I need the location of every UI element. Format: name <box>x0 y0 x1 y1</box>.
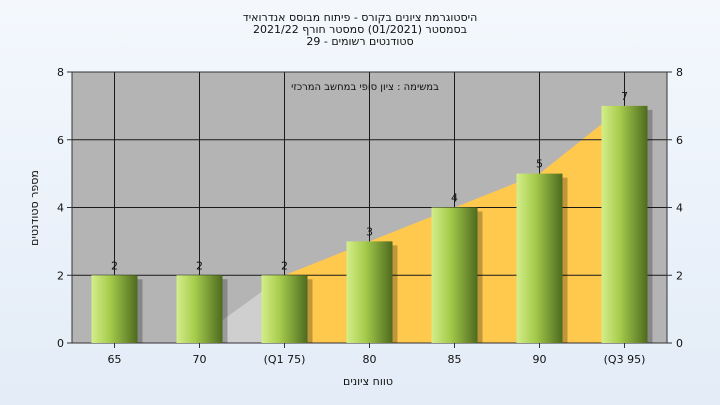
y-tick-label-right-4: 8 <box>676 66 683 79</box>
data-label-3: 3 <box>366 225 373 238</box>
x-axis-label: טווח ציונים <box>343 375 393 388</box>
bars <box>91 105 653 343</box>
chart-title-line-3: סטודנטים רשומים - 29 <box>306 35 414 48</box>
y-tick-label-left-3: 6 <box>57 134 64 147</box>
data-label-1: 2 <box>196 259 203 272</box>
data-label-4: 4 <box>451 192 458 205</box>
y-axis-label: מספר סטודנטים <box>28 170 41 246</box>
data-label-0: 2 <box>111 259 118 272</box>
chart-title-line-1: היסטוגרמת ציונים בקורס - פיתוח מבוסס אנד… <box>242 11 478 24</box>
bar-3 <box>346 241 393 343</box>
bar-1 <box>176 275 223 343</box>
x-tick-label-6: (Q3 95) <box>604 353 646 366</box>
bar-6 <box>601 105 648 343</box>
bar-5 <box>516 173 563 343</box>
axes: 0 0 2 2 4 4 6 6 8 8 65 70 (Q1 75) 80 85 90 (Q3 95) <box>57 66 683 366</box>
x-tick-label-3: 80 <box>363 353 377 366</box>
x-tick-label-1: 70 <box>193 353 207 366</box>
y-tick-label-left-4: 8 <box>57 66 64 79</box>
y-tick-label-right-2: 4 <box>676 202 683 215</box>
bar-4 <box>431 207 478 343</box>
y-tick-label-left-1: 2 <box>57 269 64 282</box>
data-label-6: 7 <box>621 90 628 103</box>
x-tick-label-4: 85 <box>448 353 462 366</box>
chart-title-line-2: בסמסטר (01/2021) סמסטר חורף 2021/22 <box>253 23 467 36</box>
y-tick-label-left-0: 0 <box>57 337 64 350</box>
data-label-2: 2 <box>281 259 288 272</box>
x-tick-label-2: (Q1 75) <box>264 353 306 366</box>
chart-annotation: במשימה : ציון סופי במחשב המרכזי <box>291 82 439 93</box>
x-tick-label-0: 65 <box>108 353 122 366</box>
x-tick-label-5: 90 <box>533 353 547 366</box>
data-labels: 2 2 2 3 4 5 7 <box>111 90 628 272</box>
y-tick-label-left-2: 4 <box>57 202 64 215</box>
bar-2 <box>261 275 308 343</box>
y-tick-label-right-0: 0 <box>676 337 683 350</box>
data-label-5: 5 <box>536 158 543 171</box>
y-tick-label-right-3: 6 <box>676 134 683 147</box>
y-tick-label-right-1: 2 <box>676 269 683 282</box>
bar-0 <box>91 275 138 343</box>
